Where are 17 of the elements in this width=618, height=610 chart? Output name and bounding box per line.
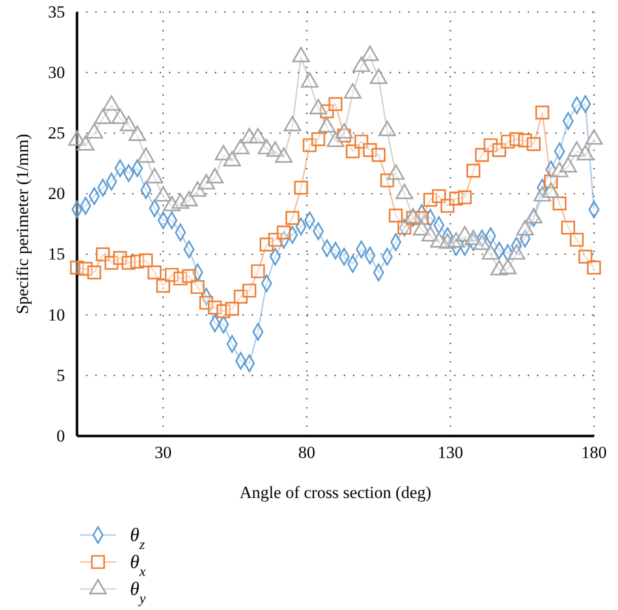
legend-label: θ$_{x}$ [130,552,146,580]
x-tick-label: 80 [298,443,316,462]
x-tick-label: 180 [581,443,607,462]
y-tick-label: 5 [56,366,65,385]
x-axis-title: Angle of cross section (deg) [240,483,432,502]
y-tick-label: 25 [48,124,65,143]
y-tick-label: 35 [48,2,65,22]
y-tick-label: 10 [48,305,65,324]
legend-label: θ$_{z}$ [130,525,146,553]
y-tick-label: 0 [56,426,65,446]
y-axis-title: Specific perimeter (1/mm) [13,134,32,314]
y-tick-label: 15 [48,244,65,264]
x-tick-label: 130 [438,443,464,462]
y-tick-label: 30 [48,63,65,82]
legend-label: θ$_{y}$ [130,579,146,607]
x-tick-label: 30 [154,443,172,462]
y-tick-label: 20 [48,184,65,204]
